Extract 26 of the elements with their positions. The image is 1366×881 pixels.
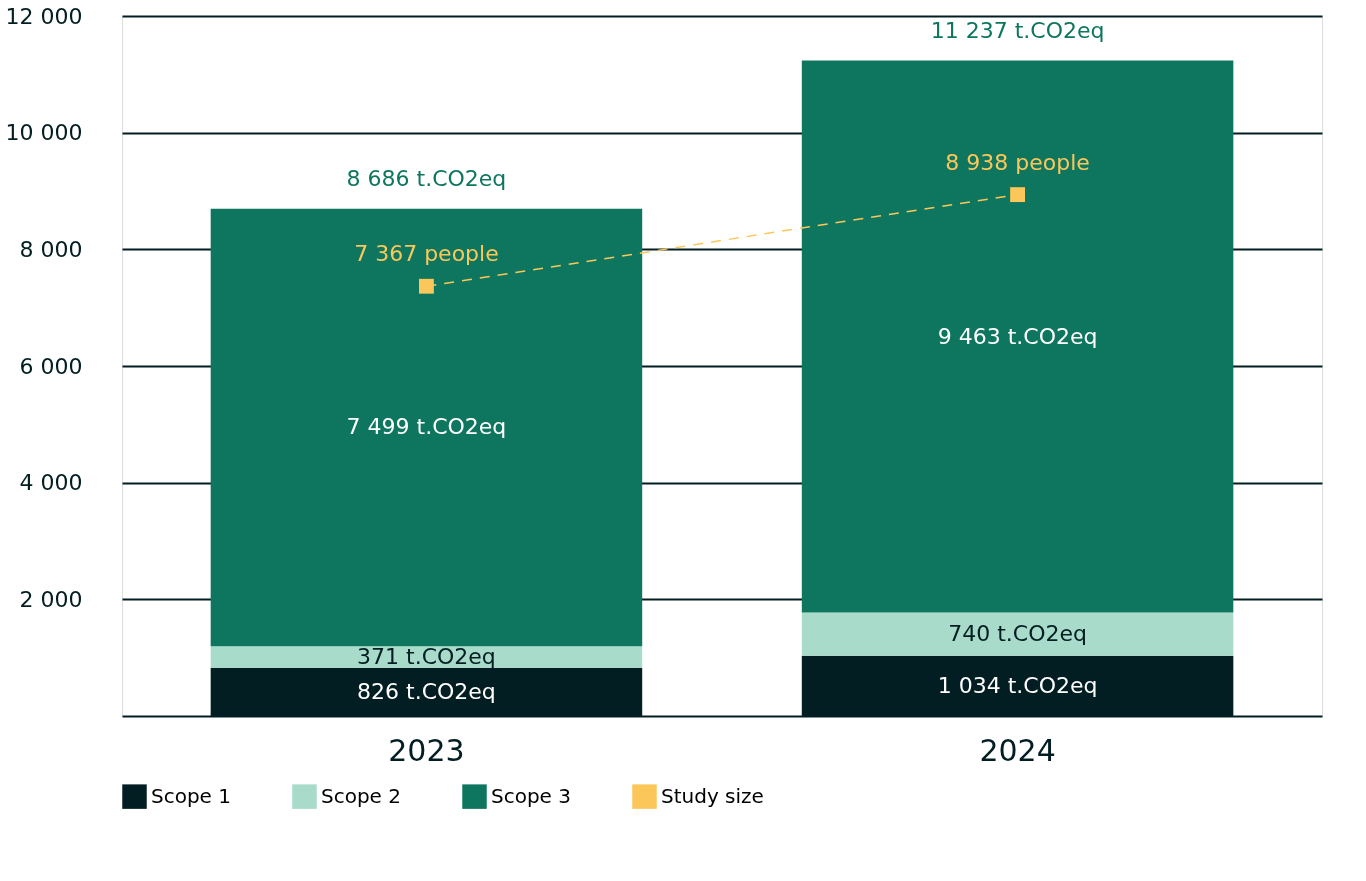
y-tick-label: 2 000 [19, 586, 83, 612]
total-label: 8 686 t.CO2eq [346, 165, 507, 191]
data-label: 371 t.CO2eq [357, 644, 496, 669]
y-tick-label: 8 000 [19, 236, 83, 262]
data-label: 740 t.CO2eq [948, 621, 1087, 647]
legend-label: Scope 2 [321, 783, 402, 808]
bar [801, 612, 1234, 656]
data-label: 9 463 t.CO2eq [937, 323, 1098, 349]
data-label: 8 938 people [945, 149, 1090, 175]
y-tick-label: 10 000 [5, 120, 83, 146]
data-label: 7 499 t.CO2eq [346, 414, 507, 440]
legend-label: Scope 1 [151, 783, 232, 808]
y-tick-label: 12 000 [5, 3, 83, 29]
y-tick-label: 6 000 [19, 353, 83, 379]
y-tick-label: 4 000 [19, 470, 83, 496]
x-tick-label: 2023 [388, 732, 465, 768]
data-label: 1 034 t.CO2eq [937, 672, 1098, 698]
bar [210, 646, 643, 668]
data-label: 7 367 people [354, 241, 499, 267]
total-label: 11 237 t.CO2eq [930, 17, 1105, 43]
bar [210, 208, 643, 647]
data-label: 826 t.CO2eq [357, 678, 496, 704]
x-tick-label: 2024 [979, 732, 1056, 768]
legend-label: Scope 3 [491, 783, 572, 808]
legend-label: Study size [661, 783, 764, 808]
bar [801, 60, 1234, 613]
